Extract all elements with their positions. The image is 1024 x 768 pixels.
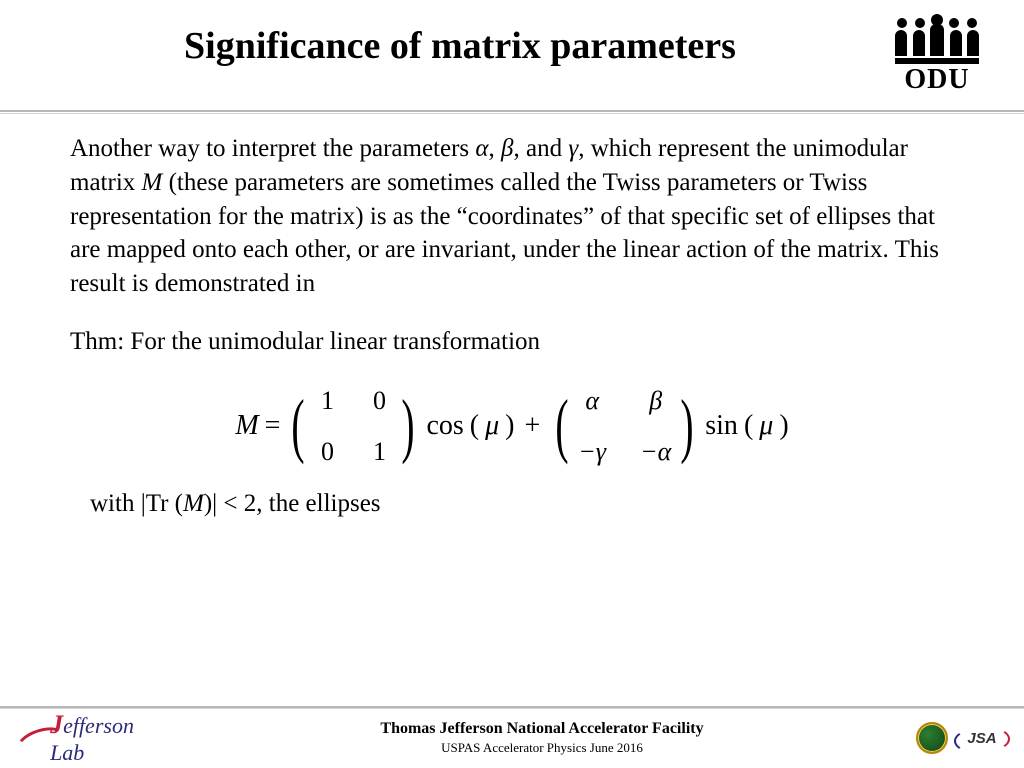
twiss-matrix: ( α β −γ −α ) xyxy=(550,383,699,469)
rp: ) xyxy=(779,407,788,445)
crown-icon xyxy=(895,18,979,56)
rparen-icon: ) xyxy=(681,397,694,455)
m2-a22: −α xyxy=(640,434,671,469)
footer-center: Thomas Jefferson National Accelerator Fa… xyxy=(168,720,916,756)
content: Another way to interpret the parameters … xyxy=(0,114,1024,768)
m2-a11: α xyxy=(578,383,606,418)
m1-a12: 0 xyxy=(366,383,392,418)
m1-a11: 1 xyxy=(314,383,340,418)
text: , and xyxy=(513,135,568,162)
eq-equals: = xyxy=(265,407,281,445)
jsa-logo: JSA xyxy=(958,724,1006,752)
rp: ) xyxy=(505,407,514,445)
symbol-gamma: γ xyxy=(568,135,578,162)
footer: Jefferson Lab Thomas Jefferson National … xyxy=(0,706,1024,768)
footer-subline: USPAS Accelerator Physics June 2016 xyxy=(168,740,916,756)
trailing-condition: with |Tr (M)| < 2, the ellipses xyxy=(90,487,954,521)
text: , xyxy=(489,135,502,162)
eq-lhs: M xyxy=(235,407,258,445)
text: )| < 2, the ellipses xyxy=(204,490,381,517)
symbol-alpha: α xyxy=(475,135,488,162)
footer-right: JSA xyxy=(916,722,1006,754)
swoosh-icon xyxy=(18,723,58,753)
lparen-icon: ( xyxy=(292,397,305,455)
eq-sin: sin xyxy=(705,407,738,445)
page-title: Significance of matrix parameters xyxy=(40,18,880,68)
identity-matrix: ( 1 0 0 1 ) xyxy=(286,383,420,469)
jsa-text: JSA xyxy=(967,730,996,747)
symbol-M: M xyxy=(142,169,163,196)
text: with |Tr ( xyxy=(90,490,183,517)
odu-text: ODU xyxy=(904,66,969,94)
text: (these parameters are sometimes called t… xyxy=(70,169,939,297)
facility-name: Thomas Jefferson National Accelerator Fa… xyxy=(168,720,916,738)
jefferson-lab-logo: Jefferson Lab xyxy=(18,717,168,759)
header: Significance of matrix parameters ODU xyxy=(0,0,1024,100)
theorem-line: Thm: For the unimodular linear transform… xyxy=(70,325,954,359)
eq-mu1: μ xyxy=(485,407,499,445)
m2-a21: −γ xyxy=(578,434,606,469)
symbol-M: M xyxy=(183,490,204,517)
m1-a22: 1 xyxy=(366,434,392,469)
m2-a12: β xyxy=(640,383,671,418)
text: Another way to interpret the parameters xyxy=(70,135,475,162)
eq-cos: cos xyxy=(426,407,463,445)
lp: ( xyxy=(744,407,753,445)
equation: M = ( 1 0 0 1 ) cos(μ) + ( α β −γ xyxy=(70,383,954,469)
symbol-beta: β xyxy=(501,135,513,162)
doe-seal-icon xyxy=(916,722,948,754)
paragraph-intro: Another way to interpret the parameters … xyxy=(70,132,954,301)
eq-mu2: μ xyxy=(759,407,773,445)
odu-logo: ODU xyxy=(890,18,984,100)
slide: Significance of matrix parameters ODU An… xyxy=(0,0,1024,768)
m1-a21: 0 xyxy=(314,434,340,469)
eq-plus: + xyxy=(524,407,540,445)
rparen-icon: ) xyxy=(402,397,415,455)
lparen-icon: ( xyxy=(556,397,569,455)
lp: ( xyxy=(470,407,479,445)
